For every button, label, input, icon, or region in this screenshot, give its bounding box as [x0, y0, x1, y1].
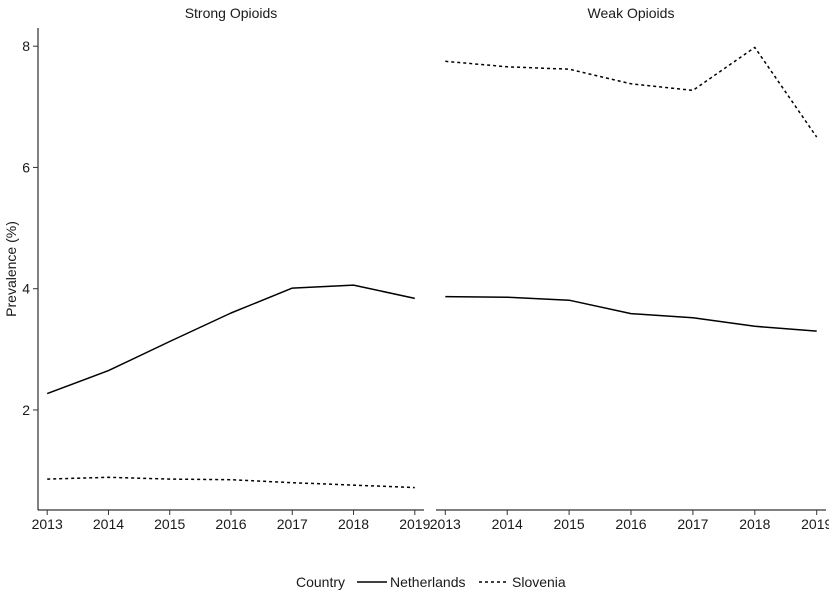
- series-line-slovenia: [47, 476, 415, 489]
- x-tick-label: 2016: [615, 516, 646, 532]
- legend-label-slovenia: Slovenia: [512, 574, 566, 590]
- y-axis-title: Prevalence (%): [3, 221, 19, 317]
- x-tick-label: 2016: [215, 516, 246, 532]
- x-tick-label: 2018: [338, 516, 369, 532]
- y-tick-label: 2: [22, 402, 30, 418]
- series-line-slovenia: [445, 46, 818, 138]
- y-tick-label: 4: [22, 281, 30, 297]
- series-line-netherlands: [46, 284, 415, 395]
- x-tick-label: 2019: [801, 516, 829, 532]
- x-tick-label: 2019: [399, 516, 430, 532]
- legend-label-netherlands: Netherlands: [390, 574, 466, 590]
- x-tick-label: 2014: [93, 516, 124, 532]
- x-tick-label: 2013: [32, 516, 63, 532]
- series-line-netherlands: [445, 295, 817, 332]
- y-tick-label: 8: [22, 38, 30, 54]
- panel-title: Strong Opioids: [185, 5, 278, 21]
- x-tick-label: 2017: [677, 516, 708, 532]
- x-tick-label: 2015: [554, 516, 585, 532]
- x-tick-label: 2015: [154, 516, 185, 532]
- y-tick-label: 6: [22, 159, 30, 175]
- x-tick-label: 2018: [739, 516, 770, 532]
- x-tick-label: 2017: [277, 516, 308, 532]
- legend-title: Country: [296, 574, 345, 590]
- x-tick-label: 2013: [430, 516, 461, 532]
- x-tick-label: 2014: [492, 516, 523, 532]
- panel-title: Weak Opioids: [588, 5, 675, 21]
